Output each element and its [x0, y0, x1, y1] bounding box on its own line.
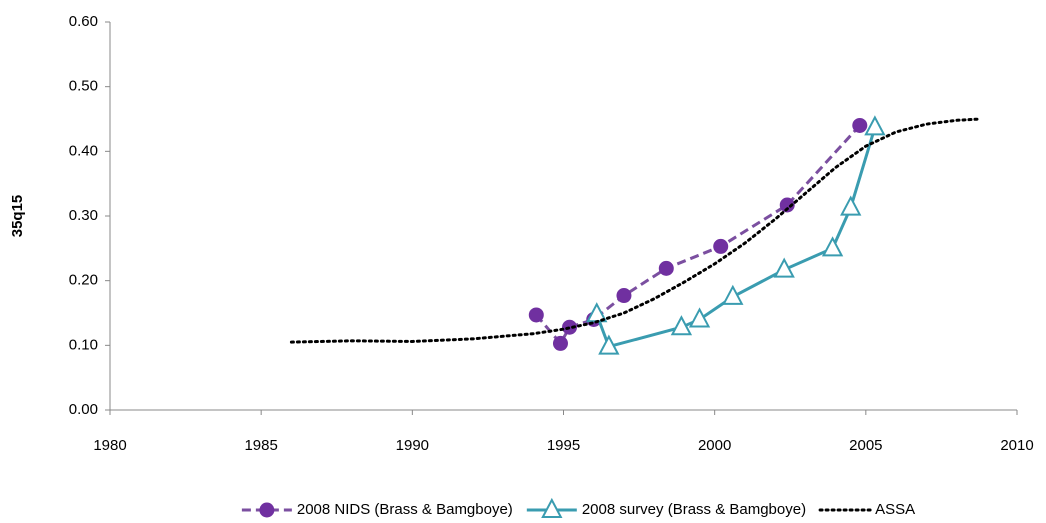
y-tick-label: 0.00 [69, 401, 98, 418]
legend-label: ASSA [875, 501, 915, 518]
marker [616, 288, 632, 304]
marker [852, 117, 868, 133]
y-tick-label: 0.50 [69, 78, 98, 95]
x-tick-label: 1985 [244, 437, 277, 454]
marker [821, 236, 844, 257]
legend-label: 2008 NIDS (Brass & Bamgboye) [297, 501, 513, 518]
marker [840, 195, 862, 216]
marker [528, 307, 544, 323]
marker [773, 257, 795, 278]
x-tick-label: 1995 [547, 437, 580, 454]
marker [658, 260, 674, 276]
x-tick-label: 1990 [396, 437, 429, 454]
marker [598, 334, 620, 355]
legend-label: 2008 survey (Brass & Bamgboye) [582, 501, 806, 518]
x-tick-label: 2010 [1000, 437, 1033, 454]
legend-marker [541, 497, 563, 518]
marker [779, 197, 795, 213]
y-axis-label: 35q15 [9, 195, 26, 238]
x-tick-label: 1980 [93, 437, 126, 454]
legend: 2008 NIDS (Brass & Bamgboye) 2008 survey … [241, 497, 915, 518]
marker [713, 238, 729, 254]
series-line [289, 117, 983, 344]
marker [552, 335, 568, 351]
y-tick-label: 0.20 [69, 272, 98, 289]
x-tick-label: 2005 [849, 437, 882, 454]
legend-marker [259, 502, 275, 518]
marker [864, 115, 886, 136]
marker [688, 307, 711, 328]
marker [722, 284, 744, 305]
y-tick-label: 0.60 [69, 13, 98, 30]
marker [670, 315, 693, 336]
x-tick-label: 2000 [698, 437, 731, 454]
y-tick-label: 0.30 [69, 207, 98, 224]
y-tick-label: 0.10 [69, 336, 98, 353]
y-tick-label: 0.40 [69, 142, 98, 159]
